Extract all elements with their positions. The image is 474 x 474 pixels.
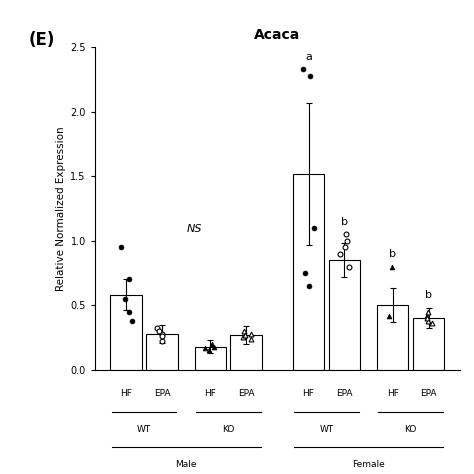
Text: KO: KO [222,425,234,434]
Text: b: b [341,217,348,227]
Text: (E): (E) [29,31,55,49]
Text: WT: WT [319,425,334,434]
Text: HF: HF [204,389,216,398]
Bar [329,260,360,370]
Text: EPA: EPA [420,389,437,398]
Text: EPA: EPA [336,389,353,398]
Bar [110,295,142,370]
Text: b: b [425,290,432,300]
Bar [146,334,178,370]
Text: b: b [389,249,396,259]
Bar [194,346,226,370]
Text: WT: WT [137,425,151,434]
Text: HF: HF [120,389,132,398]
Bar [413,318,444,370]
Title: Acaca: Acaca [254,28,301,42]
Text: a: a [305,52,312,62]
Text: EPA: EPA [154,389,170,398]
Text: NS: NS [187,224,202,234]
Text: HF: HF [302,389,314,398]
Text: KO: KO [404,425,417,434]
Bar [230,335,262,370]
Bar [377,305,408,370]
Text: HF: HF [387,389,399,398]
Text: EPA: EPA [238,389,254,398]
Text: Male: Male [175,460,197,469]
Text: Female: Female [352,460,385,469]
Y-axis label: Relative Normalized Expression: Relative Normalized Expression [56,126,66,291]
Bar [293,174,324,370]
